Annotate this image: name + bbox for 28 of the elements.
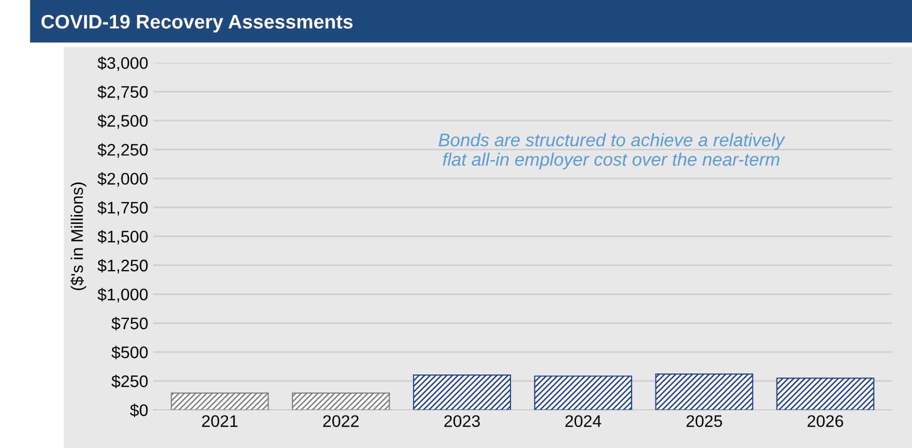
y-tick-label: $3,000 — [98, 56, 148, 71]
x-tick-label: 2021 — [202, 415, 238, 428]
y-tick-label: $1,250 — [98, 258, 148, 274]
y-tick-label: $0 — [130, 404, 148, 418]
y-tick-label: $500 — [111, 346, 148, 360]
chart-title: COVID-19 Recovery Assessments — [41, 14, 353, 32]
y-tick-label: $1,500 — [98, 230, 148, 244]
y-tick-label: $250 — [111, 374, 148, 388]
bar — [413, 374, 512, 410]
y-tick-label: $2,750 — [98, 85, 148, 100]
y-tick-label: $2,000 — [98, 172, 148, 187]
y-tick-label: $2,500 — [98, 114, 148, 129]
y-axis-title: ($'s in Millions) — [70, 182, 86, 290]
x-tick-label: 2025 — [686, 415, 722, 428]
y-tick-label: $1,750 — [98, 201, 148, 216]
bar — [655, 373, 754, 410]
x-tick-label: 2024 — [565, 415, 602, 428]
x-tick-label: 2022 — [323, 415, 359, 428]
annotation: Bonds are structured to achieve a relatively flat all-in employer cost over the near-term — [438, 133, 786, 170]
bar — [534, 376, 632, 410]
y-tick-label: $750 — [111, 316, 148, 330]
x-tick-label: 2026 — [808, 415, 844, 428]
bar — [292, 392, 390, 410]
x-tick-label: 2023 — [444, 415, 480, 428]
y-tick-label: $2,250 — [98, 143, 148, 158]
bar — [170, 392, 269, 410]
bar — [776, 378, 874, 410]
y-tick-label: $1,000 — [98, 288, 148, 302]
